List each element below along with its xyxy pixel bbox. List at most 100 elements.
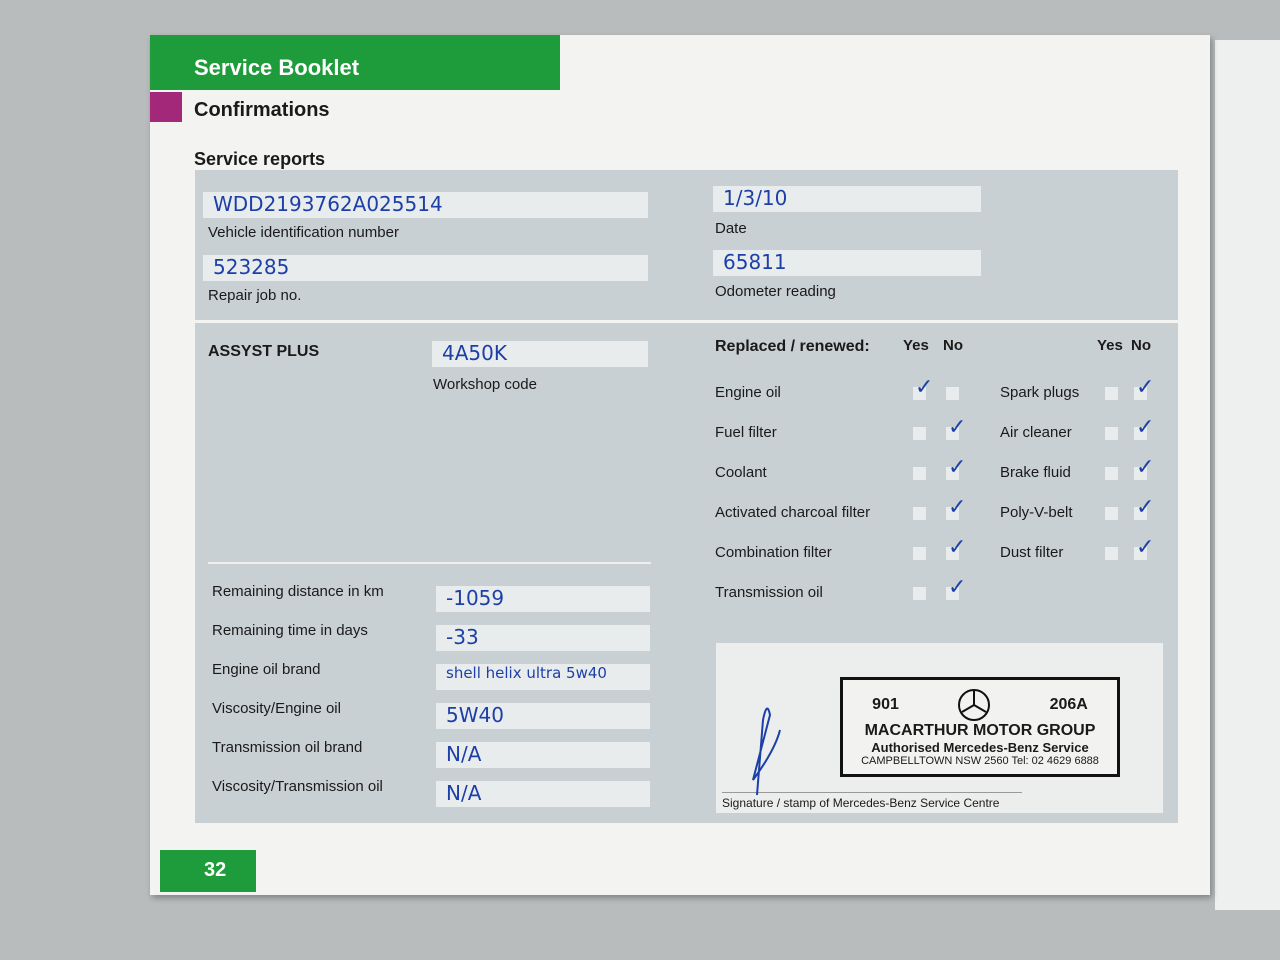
vin-value: WDD2193762A025514 xyxy=(213,192,443,216)
no-checkbox[interactable] xyxy=(946,547,959,560)
replaced-item-label: Combination filter xyxy=(715,544,832,561)
vin-label: Vehicle identification number xyxy=(208,224,399,241)
no-checkbox[interactable] xyxy=(946,467,959,480)
section-title: Confirmations xyxy=(194,99,330,121)
no-checkbox[interactable] xyxy=(946,387,959,400)
assyst-title: ASSYST PLUS xyxy=(208,343,320,360)
mercedes-star-icon xyxy=(958,689,991,721)
no-checkbox[interactable] xyxy=(1134,507,1147,520)
signature-label: Signature / stamp of Mercedes-Benz Servi… xyxy=(722,796,1000,810)
check-mark-icon: ✓ xyxy=(1136,374,1155,399)
yes-checkbox[interactable] xyxy=(1105,467,1118,480)
yes-header-right: Yes xyxy=(1097,337,1123,354)
detail-label: Remaining distance in km xyxy=(212,583,384,600)
detail-label: Engine oil brand xyxy=(212,661,321,678)
odometer-value: 65811 xyxy=(723,250,787,274)
divider xyxy=(208,562,651,564)
detail-field[interactable]: -1059 xyxy=(436,586,650,612)
yes-checkbox[interactable] xyxy=(913,587,926,600)
no-checkbox[interactable] xyxy=(1134,467,1147,480)
stamp-line2: Authorised Mercedes-Benz Service xyxy=(871,740,1089,755)
detail-value: N/A xyxy=(446,781,482,805)
odometer-label: Odometer reading xyxy=(715,283,836,300)
detail-value: -1059 xyxy=(446,586,505,610)
yes-checkbox[interactable] xyxy=(1105,507,1118,520)
odometer-field[interactable]: 65811 xyxy=(713,250,981,276)
detail-value: -33 xyxy=(446,625,479,649)
replaced-item-label: Coolant xyxy=(715,464,767,481)
yes-checkbox[interactable] xyxy=(1105,387,1118,400)
check-mark-icon: ✓ xyxy=(1136,494,1155,519)
check-mark-icon: ✓ xyxy=(948,534,967,559)
detail-field[interactable]: -33 xyxy=(436,625,650,651)
subsection-title: Service reports xyxy=(194,149,326,169)
signature-line xyxy=(722,792,1022,793)
yes-header-left: Yes xyxy=(903,337,929,354)
workshop-code-label: Workshop code xyxy=(433,376,537,393)
yes-checkbox[interactable] xyxy=(1105,547,1118,560)
detail-value: 5W40 xyxy=(446,703,504,727)
stamp-line3: CAMPBELLTOWN NSW 2560 Tel: 02 4629 6888 xyxy=(861,755,1099,767)
page-number: 32 xyxy=(160,850,256,892)
detail-field[interactable]: N/A xyxy=(436,742,650,768)
detail-field[interactable]: 5W40 xyxy=(436,703,650,729)
date-field[interactable]: 1/3/10 xyxy=(713,186,981,212)
signature-scribble xyxy=(752,707,781,796)
replaced-item-label: Brake fluid xyxy=(1000,464,1071,481)
vin-field[interactable]: WDD2193762A025514 xyxy=(203,192,648,218)
no-checkbox[interactable] xyxy=(946,507,959,520)
no-checkbox[interactable] xyxy=(946,587,959,600)
replaced-item-label: Fuel filter xyxy=(715,424,777,441)
workshop-code-value: 4A50K xyxy=(442,341,507,365)
section-marker xyxy=(150,92,182,122)
booklet-title: Service Booklet xyxy=(150,35,560,90)
stamp-name: MACARTHUR MOTOR GROUP xyxy=(864,722,1096,739)
check-mark-icon: ✓ xyxy=(1136,534,1155,559)
replaced-item-label: Air cleaner xyxy=(1000,424,1072,441)
check-mark-icon: ✓ xyxy=(948,494,967,519)
detail-value: N/A xyxy=(446,742,482,766)
yes-checkbox[interactable] xyxy=(913,387,926,400)
detail-field[interactable]: N/A xyxy=(436,781,650,807)
detail-field[interactable]: shell helix ultra 5w40 xyxy=(436,664,650,690)
repair-job-value: 523285 xyxy=(213,255,290,279)
yes-checkbox[interactable] xyxy=(913,467,926,480)
repair-job-field[interactable]: 523285 xyxy=(203,255,648,281)
date-label: Date xyxy=(715,220,747,237)
stamp-left-code: 901 xyxy=(872,696,899,713)
check-mark-icon: ✓ xyxy=(915,374,934,399)
check-mark-icon: ✓ xyxy=(1136,414,1155,439)
replaced-item-label: Dust filter xyxy=(1000,544,1064,561)
yes-checkbox[interactable] xyxy=(913,507,926,520)
yes-checkbox[interactable] xyxy=(1105,427,1118,440)
replaced-item-label: Poly-V-belt xyxy=(1000,504,1073,521)
no-checkbox[interactable] xyxy=(946,427,959,440)
facing-page xyxy=(1215,40,1280,910)
detail-label: Viscosity/Transmission oil xyxy=(212,778,383,795)
check-mark-icon: ✓ xyxy=(948,574,967,599)
no-header-right: No xyxy=(1131,337,1151,354)
replaced-item-label: Engine oil xyxy=(715,384,781,401)
check-mark-icon: ✓ xyxy=(948,414,967,439)
detail-label: Transmission oil brand xyxy=(212,739,363,756)
stamp-right-code: 206A xyxy=(1049,696,1088,713)
yes-checkbox[interactable] xyxy=(913,427,926,440)
check-mark-icon: ✓ xyxy=(948,454,967,479)
date-value: 1/3/10 xyxy=(723,186,788,210)
replaced-title: Replaced / renewed: xyxy=(715,338,870,355)
no-checkbox[interactable] xyxy=(1134,427,1147,440)
dealer-stamp: 901 206A MACARTHUR MOTOR GROUP Authorise… xyxy=(840,677,1120,777)
replaced-item-label: Spark plugs xyxy=(1000,384,1080,401)
no-checkbox[interactable] xyxy=(1134,547,1147,560)
replaced-item-label: Activated charcoal filter xyxy=(715,504,871,521)
detail-label: Remaining time in days xyxy=(212,622,368,639)
replaced-item-label: Transmission oil xyxy=(715,584,823,601)
check-mark-icon: ✓ xyxy=(1136,454,1155,479)
no-checkbox[interactable] xyxy=(1134,387,1147,400)
detail-value: shell helix ultra 5w40 xyxy=(446,664,607,682)
yes-checkbox[interactable] xyxy=(913,547,926,560)
no-header-left: No xyxy=(943,337,963,354)
workshop-code-field[interactable]: 4A50K xyxy=(432,341,648,367)
repair-job-label: Repair job no. xyxy=(208,287,302,304)
detail-label: Viscosity/Engine oil xyxy=(212,700,341,717)
